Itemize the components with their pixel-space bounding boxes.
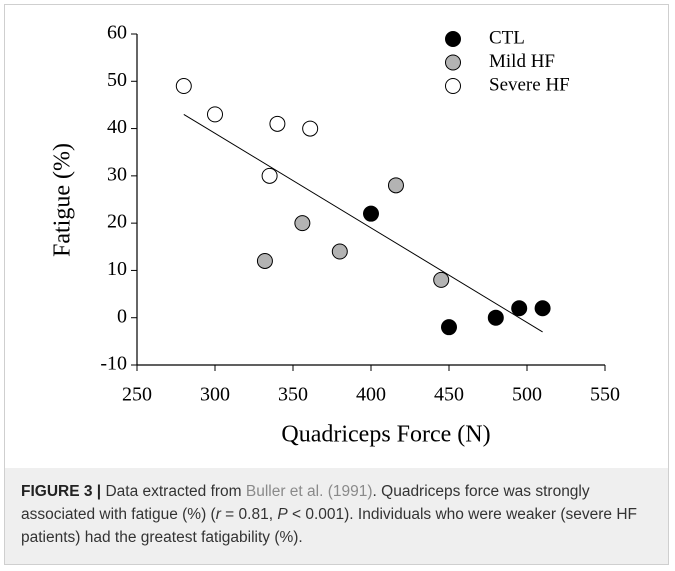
point (487, 309, 504, 326)
figure-frame (4, 4, 669, 565)
legend-marker (445, 31, 461, 47)
caption-text: = 0.81, (220, 506, 278, 523)
x-tick-label: 300 (200, 384, 230, 406)
point (433, 271, 450, 288)
x-axis-label: Quadriceps Force (N) (281, 422, 490, 448)
y-tick-label: 50 (107, 69, 127, 91)
x-tick-label: 500 (512, 384, 542, 406)
legend-label: Mild HF (489, 51, 555, 72)
x-tick-label: 350 (278, 384, 308, 406)
y-tick-label: 0 (117, 305, 127, 327)
y-tick-label: 40 (107, 116, 127, 138)
caption-text: < 0.001). Individuals who were weaker (s… (21, 506, 638, 546)
y-tick-label: 10 (107, 258, 127, 280)
legend-label: Severe HF (489, 74, 570, 95)
point (441, 319, 457, 336)
x-tick-label: 250 (122, 384, 152, 406)
point (387, 177, 404, 194)
caption-label: FIGURE 3 | (21, 483, 102, 500)
caption-text: Data extracted from (105, 483, 246, 500)
caption-italic: P (277, 506, 288, 523)
caption: FIGURE 3 | Data extracted from Buller et… (5, 468, 668, 564)
point (269, 115, 286, 132)
point (534, 300, 551, 317)
legend-marker (445, 54, 461, 71)
y-tick-label: 20 (107, 211, 127, 233)
chart: Quadriceps Force (N) Fatigue (%) -10 0 10 2… (50, 22, 621, 448)
y-axis-label: Fatigue (%) (50, 143, 76, 257)
x-tick-label: 550 (590, 384, 620, 406)
x-tick-label: 400 (356, 384, 386, 406)
x-tick-label: 450 (434, 384, 464, 406)
legend-label: CTL (489, 27, 525, 48)
legend-marker (445, 78, 461, 94)
point (294, 215, 311, 232)
point (511, 300, 528, 317)
point (256, 252, 273, 269)
caption-text: . Quadriceps force was strongly associat… (21, 483, 590, 523)
trend-line (183, 113, 543, 333)
point (261, 167, 278, 184)
y-tick-label: 60 (107, 22, 127, 44)
y-tick-label: 30 (107, 163, 127, 185)
y-tick-label: -10 (100, 353, 127, 375)
caption-italic: r (215, 506, 221, 523)
point (302, 120, 319, 137)
point (363, 205, 379, 222)
point (175, 78, 192, 95)
point (207, 106, 223, 123)
point (331, 243, 348, 260)
caption-link[interactable]: Buller et al. (1991) (245, 483, 373, 500)
